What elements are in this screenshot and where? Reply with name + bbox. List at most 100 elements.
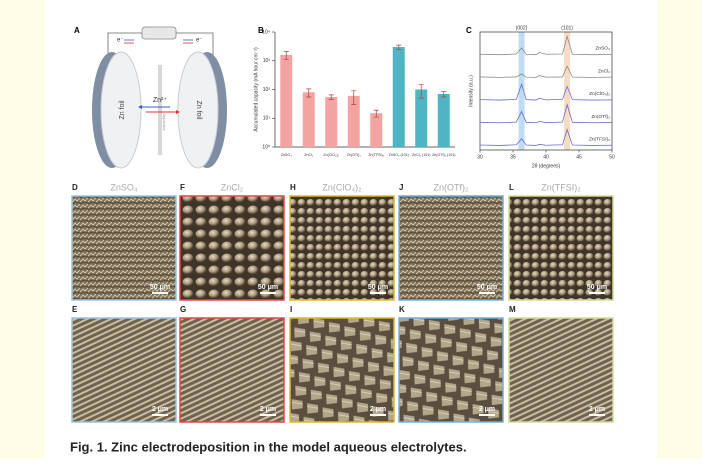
caption: Fig. 1. Zinc electrodeposition in the mo… [70, 439, 467, 454]
scale-bar [479, 414, 495, 416]
scale-label: 2 μm [370, 406, 386, 413]
panel-letter: L [509, 183, 514, 192]
y-tick-label: 10⁰ [262, 144, 270, 150]
series-label: Zn(ClO₄)₂ [589, 91, 610, 97]
scale-bar [370, 414, 386, 416]
x-tick-label: Zn(ClO₄)₂ [323, 153, 339, 157]
ion-label: Zn²⁺ [153, 97, 168, 104]
x-axis-label: 2θ (degrees) [532, 163, 561, 169]
series-label: Zn(OTf)₂ [591, 114, 610, 120]
scale-bar [589, 292, 605, 294]
scale-bar [260, 292, 276, 294]
panel-letter: C [466, 26, 472, 35]
panel-letter: A [74, 26, 80, 35]
highlight-band [564, 32, 571, 150]
panel-letter: G [180, 305, 186, 314]
error-bar [351, 90, 357, 105]
band-label: (002) [516, 25, 528, 31]
y-tick-label: 10³ [263, 58, 271, 64]
sem-image [508, 317, 614, 423]
sem-image [179, 195, 285, 301]
bar [280, 54, 293, 148]
panel-letter: D [72, 183, 78, 192]
panel-letter: B [258, 26, 264, 35]
separator-label: Separator [162, 113, 167, 131]
sem-title: ZnSO₄ [110, 182, 138, 192]
scale-label: 2 μm [589, 406, 605, 413]
panel-letter: E [72, 305, 78, 314]
xrd-trace [479, 82, 613, 101]
scale-label: 50 μm [368, 284, 388, 291]
panel-letter: K [399, 305, 405, 314]
x-tick-label: 40 [543, 154, 549, 160]
panel-letter: F [180, 183, 185, 192]
panel-letter: M [509, 305, 516, 314]
scale-label: 2 μm [152, 406, 168, 413]
scale-bar [260, 414, 276, 416]
sem-image [71, 317, 177, 423]
bar [415, 89, 428, 147]
panel-letter: I [290, 305, 292, 314]
bar [347, 95, 360, 147]
x-tick-label: ZnSO₄ (101) [389, 153, 409, 157]
x-tick-label: Zn(OTf)₂ [347, 153, 362, 157]
sem-title: Zn(OTf)₂ [434, 182, 469, 192]
error-bar [396, 44, 402, 50]
xrd-trace [479, 128, 613, 146]
error-bar [441, 91, 447, 98]
x-tick-label: ZnCl₂ (101) [412, 153, 430, 157]
x-tick-label: Zn(TFSI)₂ [368, 153, 384, 157]
sem-image [398, 195, 504, 301]
scale-label: 50 μm [150, 284, 170, 291]
electron-label: e⁻ [117, 38, 124, 44]
bar [437, 93, 450, 147]
xrd-trace [479, 35, 613, 56]
scale-bar [152, 292, 168, 294]
panel-letter: H [290, 183, 296, 192]
y-axis-label: Accumulated capacity (mA hour cm⁻²) [253, 47, 259, 132]
sem-title: ZnCl₂ [221, 182, 244, 192]
x-tick-label: 45 [576, 154, 582, 160]
series-label: ZnSO₄ [596, 46, 611, 52]
scale-bar [152, 414, 168, 416]
scale-bar [589, 414, 605, 416]
xrd-trace [479, 65, 613, 78]
series-label: ZnCl₂ [598, 68, 610, 74]
scale-label: 50 μm [258, 284, 278, 291]
scale-label: 2 μm [260, 406, 276, 413]
highlight-band [518, 32, 525, 150]
panel-a: A Zn foil Zn foil Separator Zn²⁺ e⁻ e⁻ [74, 26, 227, 169]
scale-label: 2 μm [479, 406, 495, 413]
panel-letter: J [399, 183, 403, 192]
sem-title: Zn(TFSI)₂ [541, 182, 581, 192]
bar [392, 47, 405, 148]
x-tick-label: 35 [510, 154, 516, 160]
sem-image [508, 195, 614, 301]
scale-bar [370, 292, 386, 294]
scale-bar [479, 292, 495, 294]
error-bar [328, 94, 334, 100]
error-bar [373, 109, 379, 118]
y-tick-label: 10² [263, 87, 271, 93]
bar [370, 113, 383, 147]
sem-image [179, 317, 285, 423]
y-tick-label: 10⁴ [262, 29, 270, 35]
error-bar [418, 84, 424, 99]
x-tick-label: ZnCl₂ [304, 153, 314, 157]
bar [302, 92, 315, 147]
band-label: (101) [561, 25, 573, 31]
sem-image [71, 195, 177, 301]
electron-label: e⁻ [196, 38, 203, 44]
xrd-trace [479, 103, 613, 124]
error-bar [283, 51, 289, 60]
bar [325, 96, 338, 147]
x-tick-label: 30 [477, 154, 483, 160]
sem-title: Zn(ClO₄)₂ [322, 182, 362, 192]
scale-label: 50 μm [477, 284, 497, 291]
sem-image [289, 195, 395, 301]
x-tick-label: Zn(OTf)₂ (101) [432, 153, 455, 157]
scale-label: 50 μm [587, 284, 607, 291]
x-tick-label: 50 [609, 154, 615, 160]
